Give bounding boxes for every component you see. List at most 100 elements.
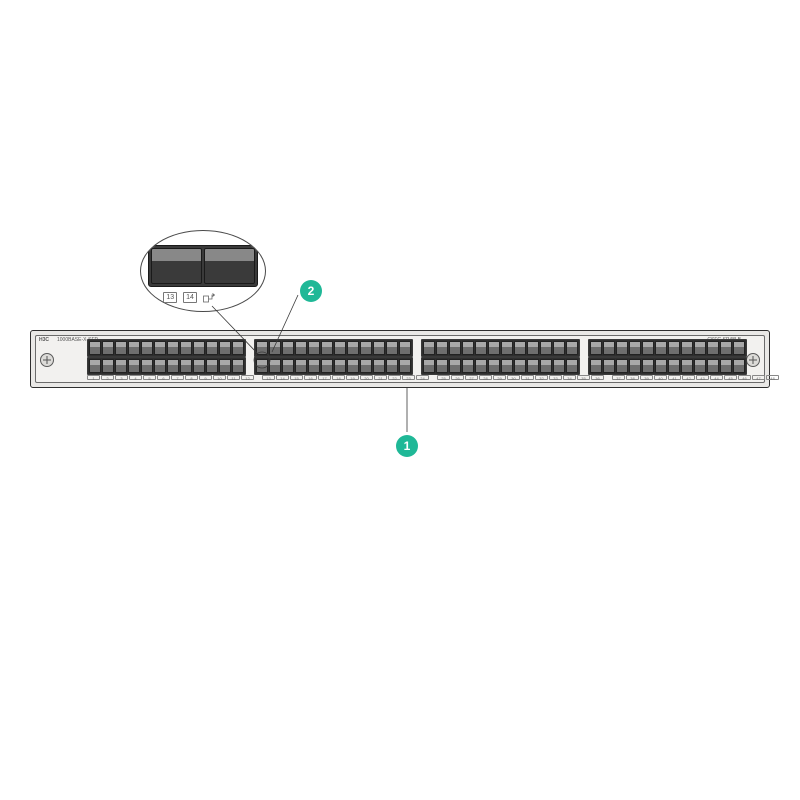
sfp-port: [501, 359, 513, 373]
sfp-port: [449, 341, 461, 355]
sfp-port: [321, 359, 333, 373]
sfp-bank: [588, 339, 747, 357]
sfp-port: [282, 341, 294, 355]
port-number-label: 18: [332, 375, 345, 380]
sfp-port: [115, 359, 127, 373]
port-number-label: 21: [374, 375, 387, 380]
sfp-port: [206, 341, 218, 355]
brand-label: H3C: [39, 337, 49, 343]
sfp-port: [603, 341, 615, 355]
port-number-label: 42: [682, 375, 695, 380]
sfp-port: [386, 341, 398, 355]
sfp-port: [553, 359, 565, 373]
sfp-port: [566, 359, 578, 373]
sfp-port: [232, 341, 244, 355]
sfp-port: [115, 341, 127, 355]
sfp-port: [399, 359, 411, 373]
diagram-canvas: 13 14 H3C 1000BASE-X-SFP CSFC-SP48LB 123…: [0, 0, 800, 800]
port-number-label: 22: [388, 375, 401, 380]
sfp-port: [269, 341, 281, 355]
port-number-label: 46: [738, 375, 751, 380]
port-number-label: 36: [591, 375, 604, 380]
port-number-label: 20: [360, 375, 373, 380]
sfp-port: [269, 359, 281, 373]
sfp-port: [308, 359, 320, 373]
sfp-port: [128, 359, 140, 373]
sfp-port: [707, 359, 719, 373]
port-number-label: 40: [654, 375, 667, 380]
sfp-port: [462, 359, 474, 373]
sfp-port: [256, 359, 268, 373]
sfp-port: [642, 359, 654, 373]
sfp-port: [668, 341, 680, 355]
sfp-port: [629, 359, 641, 373]
sfp-port: [540, 359, 552, 373]
sfp-bank: [254, 339, 413, 357]
port-number-label: 19: [346, 375, 359, 380]
sfp-port: [334, 341, 346, 355]
sfp-port: [707, 341, 719, 355]
captive-screw-left: [40, 353, 54, 367]
sfp-port: [694, 359, 706, 373]
port-number-label: 25: [437, 375, 450, 380]
sfp-port: [423, 341, 435, 355]
sfp-port: [566, 341, 578, 355]
leader-lines: [0, 0, 800, 800]
port-number-label: 33: [549, 375, 562, 380]
port-number-label: 4: [129, 375, 142, 380]
sfp-port: [603, 359, 615, 373]
sfp-port: [488, 341, 500, 355]
port-number-label: 43: [696, 375, 709, 380]
port-number-label: 26: [451, 375, 464, 380]
port-number-label: 32: [535, 375, 548, 380]
sfp-bank: [588, 357, 747, 375]
sfp-bank: [421, 357, 580, 375]
sfp-port: [681, 359, 693, 373]
sfp-port: [360, 341, 372, 355]
port-number-label: 8: [185, 375, 198, 380]
sfp-port: [141, 341, 153, 355]
sfp-port: [514, 341, 526, 355]
port-number-labels: 1234567891011121314151617181920212223242…: [87, 375, 787, 380]
sfp-port: [89, 359, 101, 373]
port-number-label: 6: [157, 375, 170, 380]
sfp-port: [167, 341, 179, 355]
port-number-label: 28: [479, 375, 492, 380]
sfp-port: [180, 359, 192, 373]
sfp-port: [436, 359, 448, 373]
sfp-bank: [87, 357, 246, 375]
sfp-port: [668, 359, 680, 373]
sfp-port: [193, 341, 205, 355]
sfp-port: [553, 341, 565, 355]
sfp-port: [694, 341, 706, 355]
sfp-port: [219, 359, 231, 373]
port-number-label: 38: [626, 375, 639, 380]
sfp-port: [193, 359, 205, 373]
sfp-port: [386, 359, 398, 373]
sfp-port: [616, 341, 628, 355]
sfp-port: [655, 341, 667, 355]
sfp-port: [232, 359, 244, 373]
sfp-port: [373, 359, 385, 373]
port-number-label: 30: [507, 375, 520, 380]
port-number-label: 47: [752, 375, 765, 380]
sfp-port: [360, 359, 372, 373]
port-number-label: 3: [115, 375, 128, 380]
sfp-port: [399, 341, 411, 355]
sfp-port: [501, 341, 513, 355]
sfp-port: [154, 341, 166, 355]
sfp-port: [206, 359, 218, 373]
sfp-port: [154, 359, 166, 373]
port-number-label: 5: [143, 375, 156, 380]
sfp-port: [642, 341, 654, 355]
sfp-port: [141, 359, 153, 373]
port-number-label: 29: [493, 375, 506, 380]
sfp-port: [347, 359, 359, 373]
sfp-port: [423, 359, 435, 373]
port-number-label: 39: [640, 375, 653, 380]
port-number-label: 31: [521, 375, 534, 380]
port-number-label: 23: [402, 375, 415, 380]
sfp-port: [514, 359, 526, 373]
port-number-label: 34: [563, 375, 576, 380]
sfp-port-row-top: [87, 339, 755, 357]
